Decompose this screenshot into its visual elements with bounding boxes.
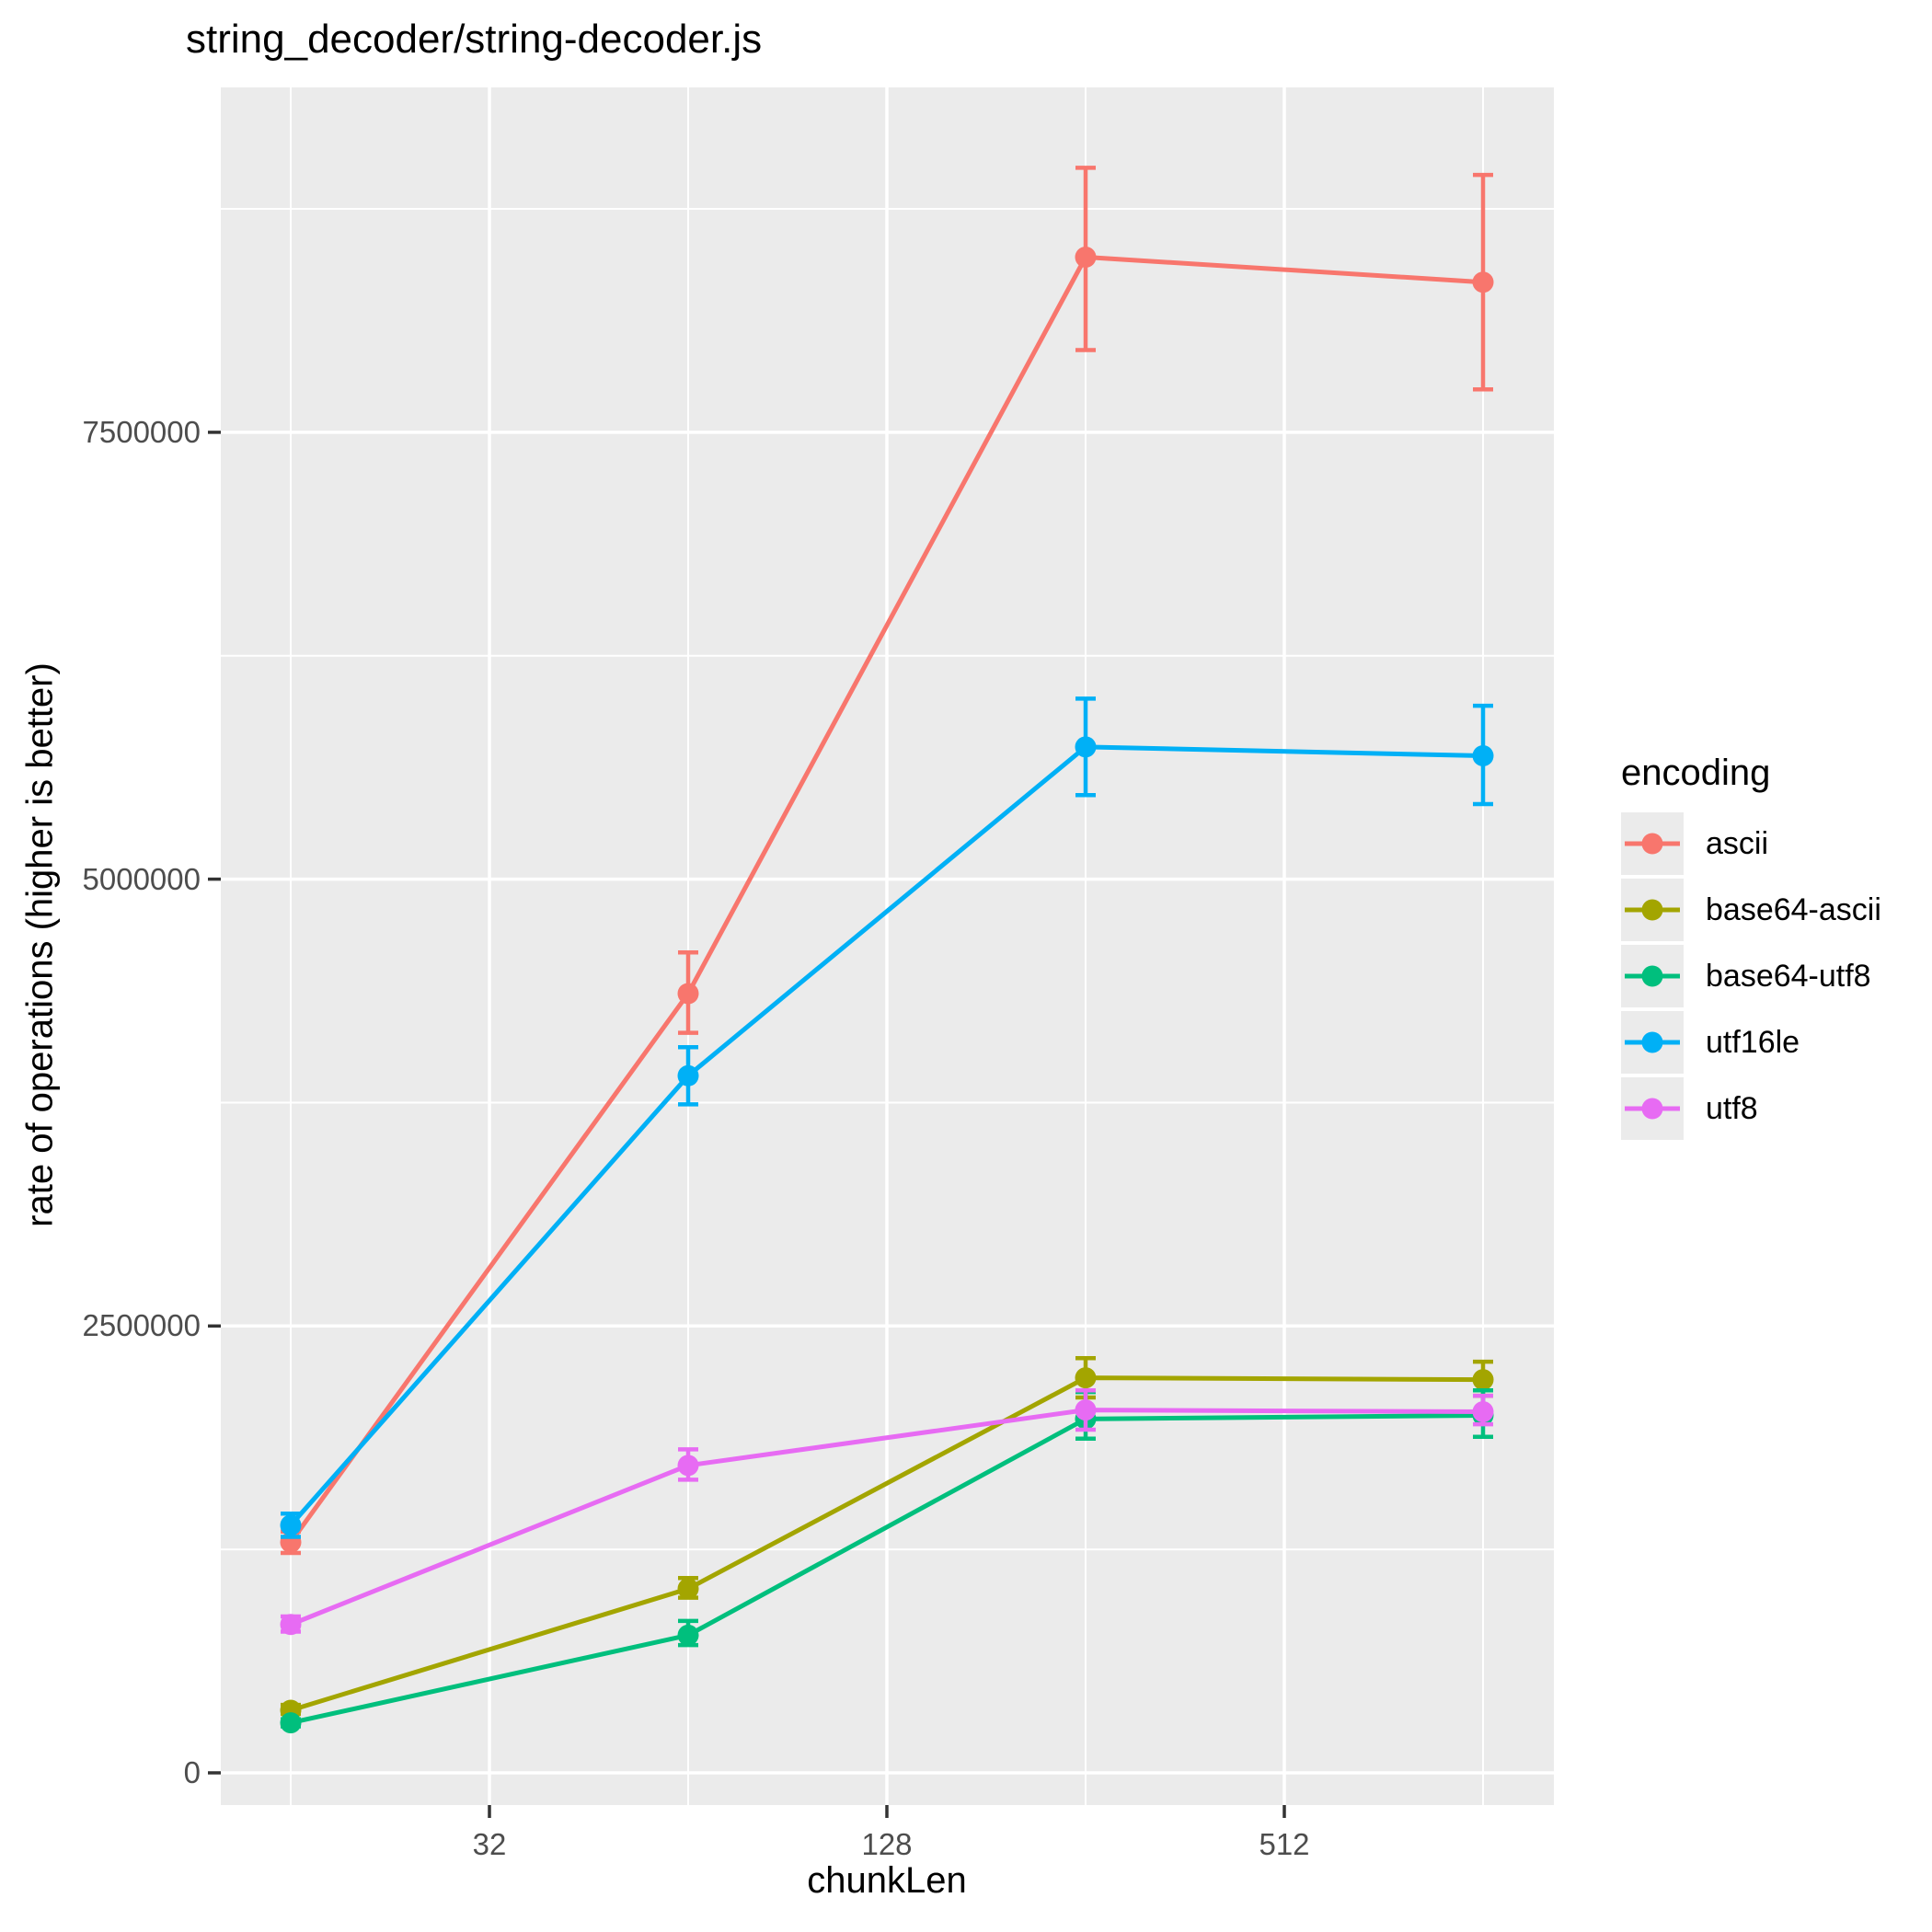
x-tick-label-32: 32 <box>472 1827 507 1861</box>
legend-label: base64-ascii <box>1706 891 1881 927</box>
y-tick-label-5000000: 5000000 <box>82 862 201 896</box>
legend-label: ascii <box>1706 825 1769 861</box>
legend-key-base64-utf8-icon <box>1621 945 1684 1007</box>
x-tick-label-128: 128 <box>861 1827 913 1861</box>
legend: encoding ascii base64-ascii base64-utf8 … <box>1621 753 1881 1144</box>
legend-item-utf16le: utf16le <box>1621 1011 1881 1074</box>
y-tick-label-0: 0 <box>183 1755 201 1789</box>
legend-item-base64-utf8: base64-utf8 <box>1621 945 1881 1007</box>
y-tick-label-2500000: 2500000 <box>82 1308 201 1342</box>
chart-title: string_decoder/string-decoder.js <box>186 17 763 62</box>
legend-label: utf8 <box>1706 1090 1758 1126</box>
legend-key-utf16le-icon <box>1621 1011 1684 1074</box>
legend-label: utf16le <box>1706 1024 1800 1060</box>
x-tick-label-512: 512 <box>1259 1827 1310 1861</box>
legend-key-base64-ascii-icon <box>1621 879 1684 941</box>
legend-key-ascii-icon <box>1621 812 1684 875</box>
legend-item-base64-ascii: base64-ascii <box>1621 879 1881 941</box>
legend-key-utf8-icon <box>1621 1077 1684 1140</box>
y-tick-label-7500000: 7500000 <box>82 415 201 449</box>
x-axis-title: chunkLen <box>807 1860 967 1901</box>
legend-item-utf8: utf8 <box>1621 1077 1881 1140</box>
legend-label: base64-utf8 <box>1706 958 1871 994</box>
y-axis-title: rate of operations (higher is better) <box>19 662 61 1227</box>
legend-item-ascii: ascii <box>1621 812 1881 875</box>
legend-title: encoding <box>1621 753 1771 793</box>
